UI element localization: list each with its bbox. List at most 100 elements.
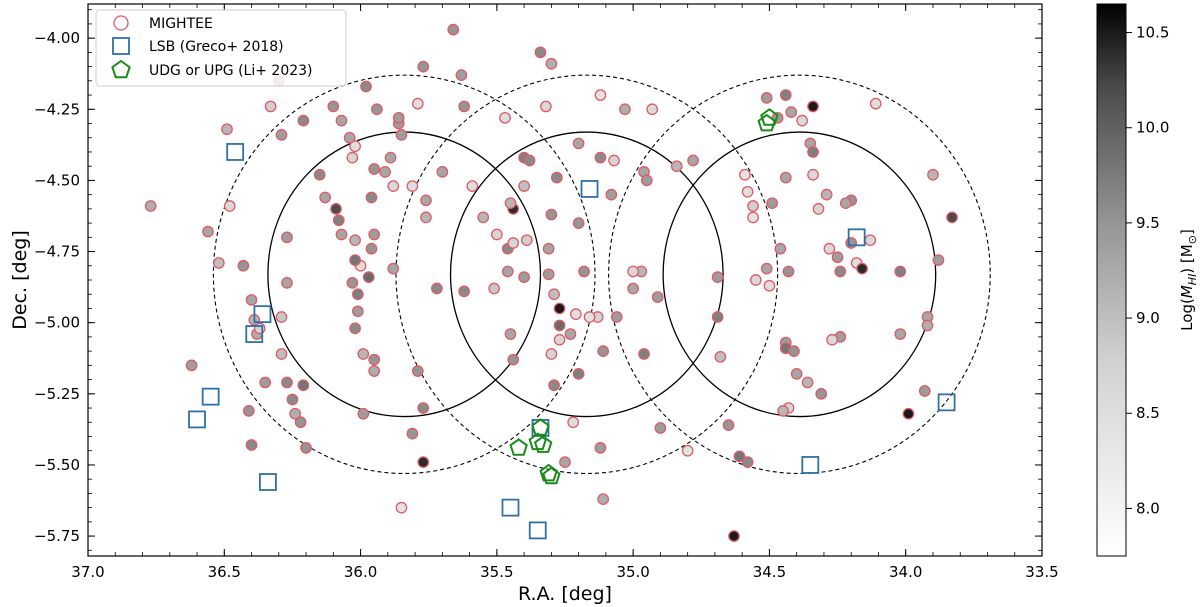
y-tick-label: −4.25 bbox=[34, 100, 80, 118]
mightee-point bbox=[417, 402, 430, 414]
mightee-point bbox=[774, 242, 787, 255]
mightee-point bbox=[747, 200, 759, 212]
mightee-point bbox=[553, 302, 566, 315]
x-tick-label: 34.5 bbox=[753, 563, 786, 581]
mightee-point bbox=[371, 103, 383, 116]
mightee-point bbox=[553, 333, 566, 346]
y-axis-title: Dec. [deg] bbox=[9, 230, 31, 329]
mightee-point bbox=[594, 442, 607, 454]
mightee-point bbox=[894, 265, 907, 278]
mightee-point bbox=[545, 208, 558, 221]
lsb-point bbox=[501, 498, 520, 517]
y-tick-label: −5.50 bbox=[34, 456, 80, 474]
mightee-point bbox=[782, 265, 795, 278]
mightee-point bbox=[545, 348, 558, 360]
y-tick-label: −4.75 bbox=[34, 243, 80, 261]
mightee-point bbox=[932, 254, 945, 266]
mightee-point bbox=[785, 106, 798, 118]
lsb-point bbox=[258, 473, 277, 491]
field-circle-solid bbox=[662, 131, 937, 418]
mightee-point bbox=[545, 57, 558, 70]
x-tick-label: 36.0 bbox=[344, 563, 377, 581]
mightee-point bbox=[281, 276, 293, 289]
mightee-point bbox=[572, 137, 585, 150]
lsb-point bbox=[226, 143, 245, 161]
mightee-point bbox=[777, 405, 789, 417]
mightee-point bbox=[670, 160, 683, 173]
mightee-point bbox=[411, 365, 424, 377]
mightee-point bbox=[594, 89, 607, 101]
mightee-point bbox=[335, 228, 348, 241]
mightee-point bbox=[300, 442, 312, 454]
mightee-point bbox=[477, 211, 490, 224]
colorbar: 8.0 8.5 9.0 9.5 10.0 10.5 Log(MHI) [M⊙] bbox=[1096, 3, 1199, 557]
mightee-point bbox=[578, 265, 590, 278]
field-circle-dashed bbox=[608, 74, 991, 475]
mightee-point bbox=[289, 407, 302, 420]
legend-udg-label: UDG or UPG (Li+ 2023) bbox=[149, 63, 313, 79]
mightee-point bbox=[542, 242, 555, 255]
x-tick-label: 36.5 bbox=[208, 563, 241, 581]
udg-point bbox=[531, 418, 550, 436]
mightee-point bbox=[212, 257, 225, 269]
lsb-point bbox=[528, 521, 547, 540]
mightee-point bbox=[856, 262, 868, 275]
y-tick-label: −4.50 bbox=[34, 171, 80, 189]
y-tick-label: −5.25 bbox=[34, 385, 80, 403]
udg-point bbox=[542, 466, 561, 485]
mightee-point bbox=[801, 376, 814, 389]
mightee-point bbox=[739, 168, 751, 181]
mightee-point bbox=[349, 322, 361, 335]
mightee-point bbox=[834, 265, 847, 278]
mightee-point bbox=[349, 140, 361, 153]
mightee-point bbox=[741, 185, 754, 198]
mightee-point bbox=[346, 276, 359, 289]
mightee-point bbox=[790, 368, 803, 380]
mightee-point bbox=[466, 180, 479, 192]
mightee-point bbox=[518, 180, 530, 192]
mightee-point bbox=[420, 194, 432, 207]
legend-mightee-label: MIGHTEE bbox=[149, 16, 213, 32]
mightee-point bbox=[387, 180, 400, 192]
y-tick-label: −5.00 bbox=[34, 314, 80, 332]
plot-frame bbox=[87, 3, 1043, 557]
mightee-point bbox=[458, 285, 470, 298]
mightee-point bbox=[349, 234, 361, 247]
mightee-point bbox=[357, 348, 370, 360]
mightee-point bbox=[711, 271, 724, 284]
lsb-point bbox=[580, 180, 599, 198]
mightee-point bbox=[548, 288, 560, 301]
mightee-point bbox=[523, 154, 536, 167]
mightee-point bbox=[796, 114, 808, 127]
mightee-point bbox=[507, 237, 520, 249]
lsb-point bbox=[801, 456, 820, 474]
field-circle-dashed bbox=[212, 74, 596, 475]
mightee-point bbox=[501, 265, 514, 278]
mightee-point bbox=[491, 228, 503, 241]
mightee-point bbox=[379, 166, 391, 178]
mightee-point bbox=[202, 225, 214, 238]
mightee-point bbox=[722, 419, 735, 431]
mightee-point bbox=[807, 146, 819, 158]
field-circle-solid bbox=[267, 131, 542, 418]
colorbar-tick-label: 9.0 bbox=[1136, 309, 1160, 327]
colorbar-tick-label: 10.5 bbox=[1136, 24, 1169, 42]
mightee-point bbox=[362, 271, 375, 284]
mightee-point bbox=[564, 328, 577, 340]
mightee-point bbox=[499, 111, 511, 124]
mightee-point bbox=[368, 228, 381, 241]
mightee-point bbox=[368, 365, 381, 377]
mightee-point bbox=[548, 379, 560, 392]
mightee-point bbox=[807, 168, 819, 181]
mightee-point bbox=[627, 282, 639, 295]
field-circle-dashed bbox=[395, 74, 779, 475]
mightee-point bbox=[946, 211, 958, 224]
mightee-point bbox=[384, 151, 397, 164]
mightee-point bbox=[330, 203, 342, 215]
x-tick-label: 35.5 bbox=[480, 563, 513, 581]
mightee-point bbox=[553, 319, 566, 332]
mightee-point bbox=[504, 328, 517, 340]
mightee-point bbox=[839, 197, 852, 210]
mightee-point bbox=[567, 416, 580, 429]
mightee-point bbox=[534, 46, 547, 59]
